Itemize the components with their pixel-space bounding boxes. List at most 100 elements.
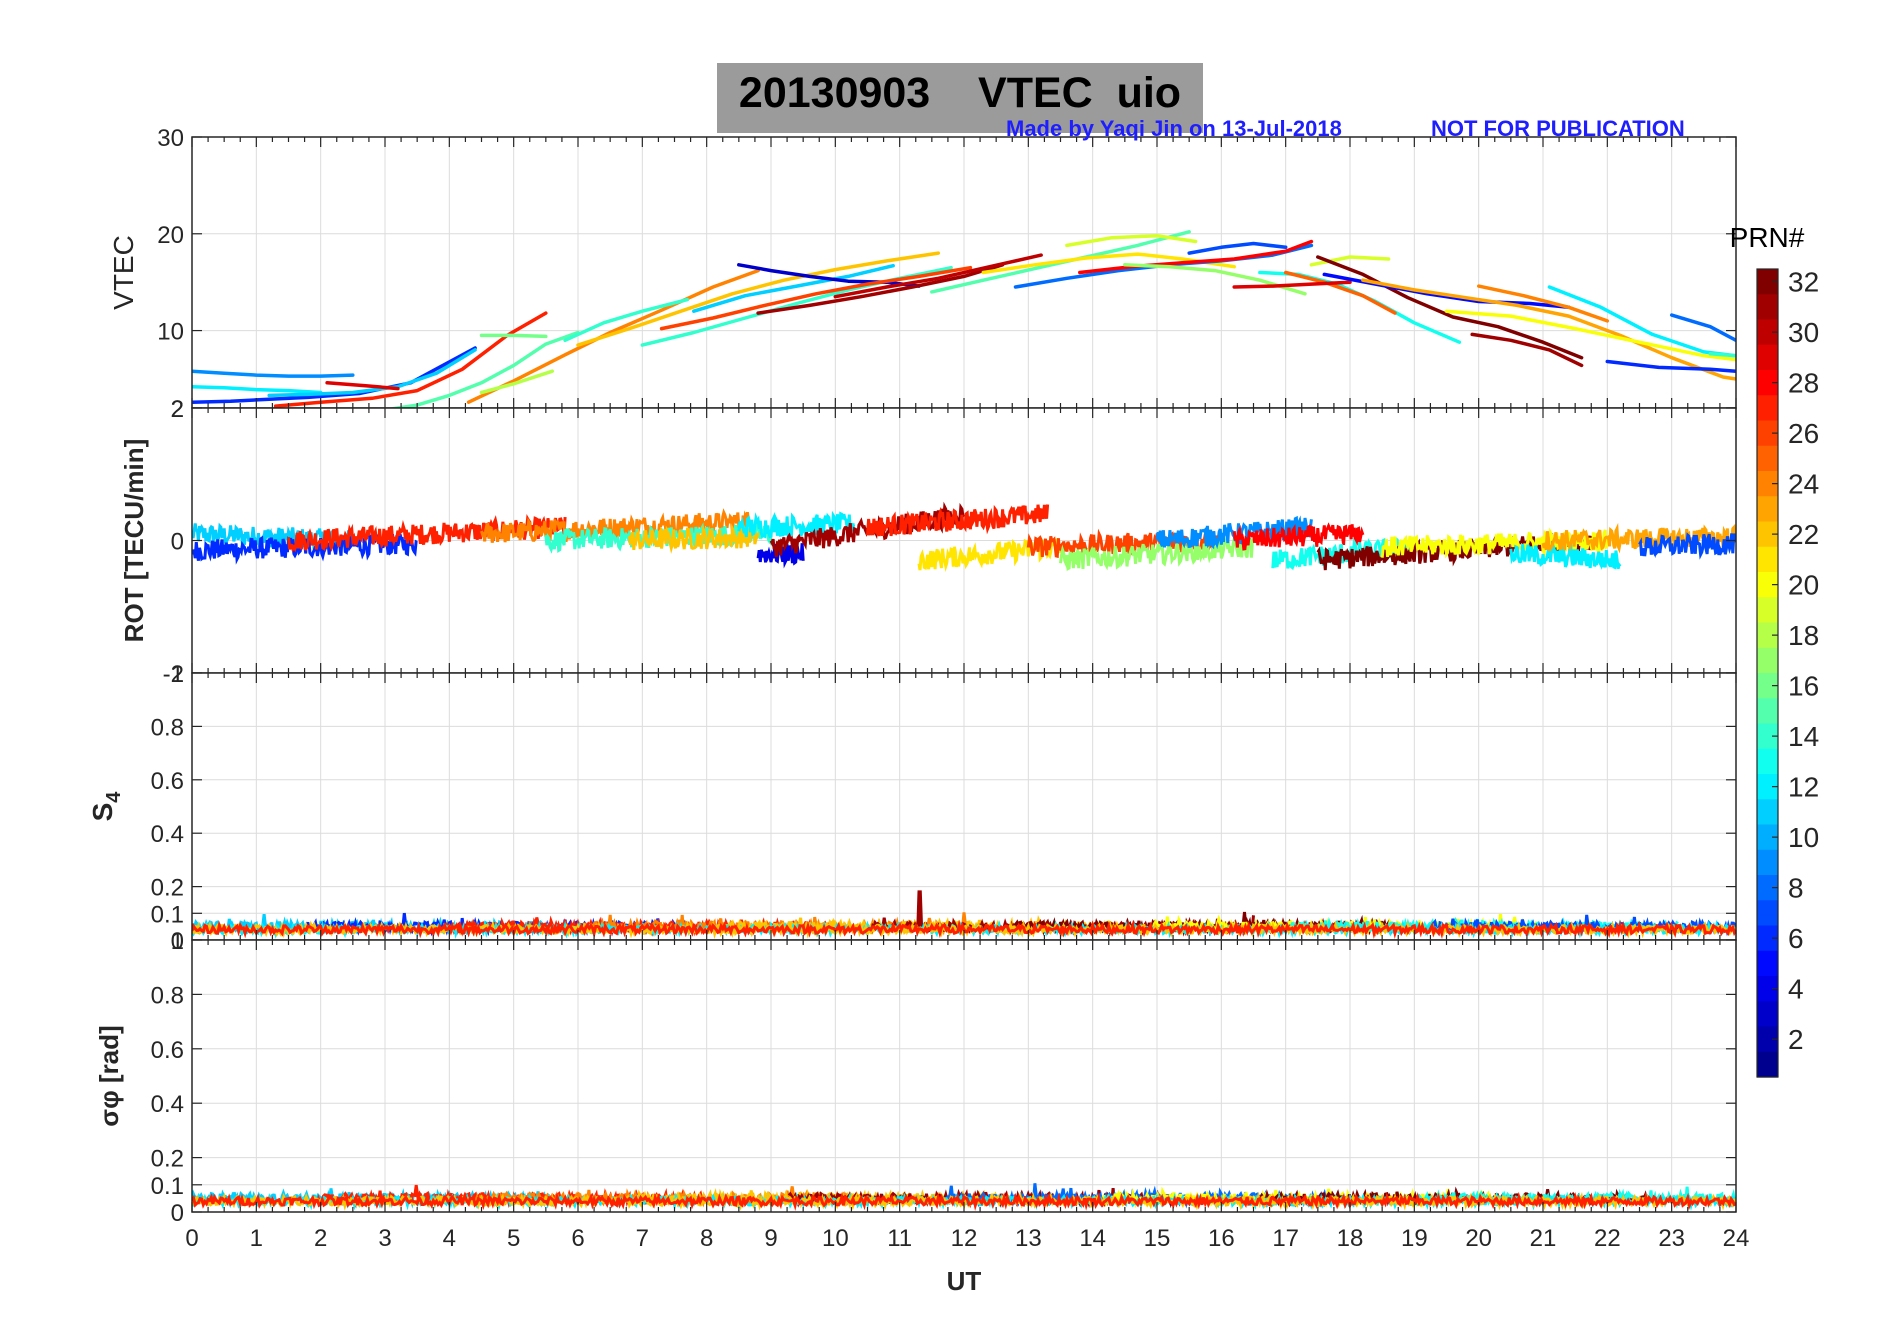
vtec-series-group <box>192 230 1736 408</box>
colorbar-swatch-prn12 <box>1757 774 1778 800</box>
colorbar-swatch-prn29 <box>1757 344 1778 371</box>
x-axis-label: UT <box>947 1266 982 1296</box>
colorbar-label: PRN# <box>1730 222 1805 253</box>
xtick-label: 17 <box>1272 1225 1299 1252</box>
xtick-label: 16 <box>1208 1225 1235 1252</box>
vtec-ylabel: VTEC <box>108 235 139 310</box>
colorbar-swatch-prn3 <box>1757 1001 1778 1028</box>
colorbar-swatch-prn16 <box>1757 673 1778 699</box>
panel-s4: 1 0.8 0.6 0.4 0.20.10 S4 <box>87 661 1737 955</box>
s4-ytick-label: 0.6 <box>151 768 184 795</box>
xtick-label: 22 <box>1594 1225 1621 1252</box>
rot-series-prn7 <box>1638 532 1736 560</box>
xtick-label: 18 <box>1337 1225 1364 1252</box>
colorbar-tick-label: 10 <box>1788 822 1819 853</box>
xtick-label: 6 <box>571 1225 584 1252</box>
vtec-series-prn28 <box>1078 239 1314 275</box>
colorbar-swatch-prn10 <box>1757 824 1778 851</box>
colorbar-swatch-prn24 <box>1757 471 1778 497</box>
colorbar-tick-label: 22 <box>1788 519 1819 550</box>
colorbar-swatch-prn26 <box>1757 420 1778 447</box>
rot-series-group <box>192 501 1736 573</box>
vtec-series-prn19 <box>1065 233 1198 248</box>
vtec-series-prn14 <box>563 297 690 343</box>
colorbar-tick-label: 8 <box>1788 873 1804 904</box>
colorbar-swatch-prn13 <box>1757 748 1778 775</box>
colorbar-swatch-prn23 <box>1757 496 1778 523</box>
xtick-label: 11 <box>887 1225 912 1252</box>
vtec-series-prn31 <box>756 263 1005 315</box>
colorbar-swatch-prn5 <box>1757 950 1778 977</box>
colorbar-tick-label: 14 <box>1788 721 1819 752</box>
rot-series-prn28 <box>1232 522 1365 551</box>
colorbar-tick-label: 12 <box>1788 772 1819 803</box>
colorbar-tick-label: 4 <box>1788 974 1804 1005</box>
vtec-series-prn20 <box>1444 309 1736 362</box>
rot-series-prn12 <box>737 510 856 539</box>
colorbar-tick-label: 6 <box>1788 923 1804 954</box>
xtick-label: 21 <box>1530 1225 1557 1252</box>
colorbar-swatch-prn7 <box>1757 900 1778 927</box>
vtec-series-prn6 <box>1605 359 1736 373</box>
colorbar-swatch-prn9 <box>1757 849 1778 876</box>
vtec-series-prn31 <box>1470 332 1584 368</box>
colorbar-swatch-prn20 <box>1757 572 1778 598</box>
xtick-label: 4 <box>443 1225 456 1252</box>
sigma_phi-ytick-label: 0.4 <box>151 1091 184 1118</box>
vtec-series-prn16 <box>479 333 548 339</box>
colorbar-tick-label: 20 <box>1788 570 1819 601</box>
vtec-series-prn29 <box>1232 280 1352 289</box>
s4-ytick-label: 0.4 <box>151 821 184 848</box>
title-box: 20130903 VTEC uio <box>717 63 1203 133</box>
sigma_phi-ytick-label: 0.1 <box>151 1173 184 1200</box>
colorbar-tick-label: 30 <box>1788 317 1819 348</box>
rot-series-prn27 <box>866 504 1050 537</box>
vtec-series-prn18 <box>479 369 555 395</box>
xtick-label: 3 <box>378 1225 391 1252</box>
rot-series-prn12 <box>1509 541 1622 570</box>
xtick-label: 0 <box>185 1225 198 1252</box>
s4-ytick-label: 0.8 <box>151 714 184 741</box>
vtec-ytick-label: 30 <box>157 125 184 152</box>
vtec-series-prn11 <box>267 348 477 398</box>
s4-ylabel: S4 <box>87 791 125 822</box>
s4-ytick-label: 0.2 <box>151 875 184 902</box>
vtec-series-prn26 <box>659 265 973 331</box>
colorbar-swatch-prn18 <box>1757 622 1778 649</box>
colorbar-tick-label: 26 <box>1788 418 1819 449</box>
vtec-series-prn11 <box>692 263 895 313</box>
colorbar-swatch-prn15 <box>1757 698 1778 725</box>
colorbar-frame <box>1756 268 1779 1078</box>
vtec-series-prn12 <box>192 384 323 395</box>
colorbar-swatch-prn32 <box>1757 269 1778 295</box>
rot-ytick-label: -2 <box>163 661 184 688</box>
sigma_phi-ytick-label: 0.8 <box>151 982 184 1009</box>
vtec-series-prn25 <box>1283 270 1397 315</box>
colorbar-swatch-prn2 <box>1757 1026 1778 1053</box>
panel-vtec: 30 20 10 2 VTEC <box>108 125 1737 423</box>
rot-series-prn17 <box>1059 533 1255 572</box>
colorbar-swatch-prn22 <box>1757 521 1778 548</box>
xtick-label: 13 <box>1015 1225 1042 1252</box>
vtec-series-prn7 <box>1187 241 1288 255</box>
vtec-series-prn24 <box>1476 284 1610 323</box>
colorbar-tick-label: 2 <box>1788 1024 1804 1055</box>
vtec-series-prn24 <box>466 268 760 404</box>
xtick-label: 20 <box>1465 1225 1492 1252</box>
xtick-label: 10 <box>822 1225 849 1252</box>
credit-text: Made by Yaqi Jin on 13-Jul-2018 <box>1006 116 1342 141</box>
colorbar-tick-label: 24 <box>1788 469 1819 500</box>
xtick-label: 15 <box>1144 1225 1171 1252</box>
colorbar-swatch-prn27 <box>1757 395 1778 422</box>
xtick-label: 19 <box>1401 1225 1428 1252</box>
colorbar-tick-label: 32 <box>1788 267 1819 298</box>
colorbar-tick-label: 28 <box>1788 368 1819 399</box>
vtec-series-prn14 <box>1708 352 1736 358</box>
sigma_phi-ytick-label: 1 <box>171 928 184 955</box>
xtick-label: 9 <box>764 1225 777 1252</box>
chart-title: 20130903 VTEC uio <box>738 69 1182 117</box>
colorbar-swatch-prn6 <box>1757 925 1778 952</box>
colorbar-swatch-prn14 <box>1757 723 1778 750</box>
s4-base-prn27 <box>192 919 1736 940</box>
